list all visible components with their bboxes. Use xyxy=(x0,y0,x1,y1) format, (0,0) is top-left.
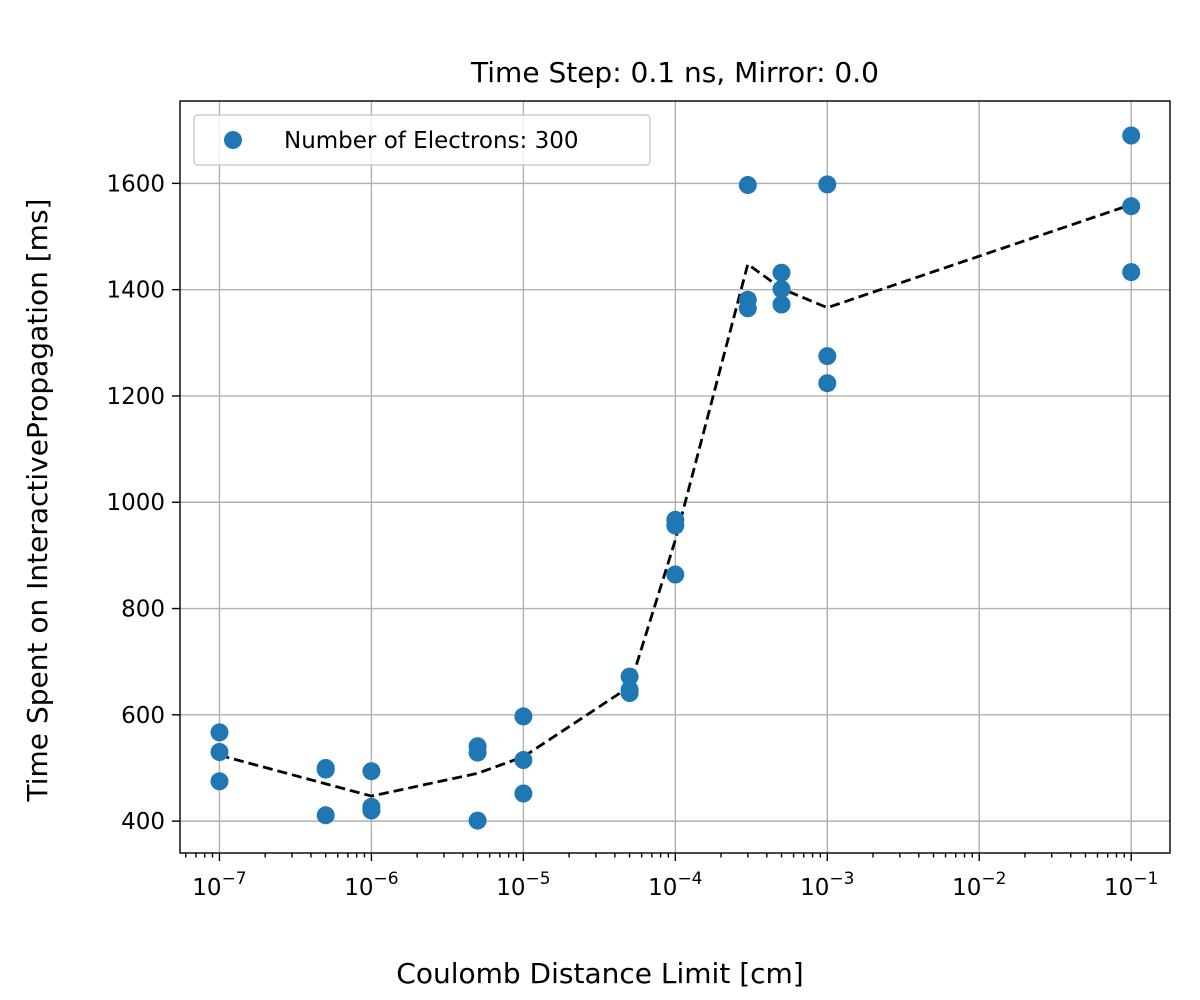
x-tick-label: 10−5 xyxy=(496,869,550,901)
data-point xyxy=(738,299,757,318)
y-tick-label: 800 xyxy=(121,597,165,623)
legend-marker xyxy=(224,131,242,149)
y-tick-label: 1400 xyxy=(106,278,165,304)
grid-lines xyxy=(180,101,1170,853)
y-tick-label: 1600 xyxy=(106,171,165,197)
x-tick-label: 10−2 xyxy=(952,869,1006,901)
y-tick-label: 1000 xyxy=(106,490,165,516)
y-axis-label: Time Spent on InteractivePropagation [ms… xyxy=(21,199,54,803)
legend: Number of Electrons: 300 xyxy=(193,114,651,166)
data-point xyxy=(818,374,837,393)
legend-box xyxy=(193,114,651,166)
y-tick-label: 600 xyxy=(121,703,165,729)
data-point xyxy=(316,806,335,825)
data-point xyxy=(316,760,335,779)
data-point xyxy=(772,263,791,282)
x-tick-label: 10−1 xyxy=(1104,869,1158,901)
x-tick-label: 10−4 xyxy=(648,869,702,901)
x-axis-label: Coulomb Distance Limit [cm] xyxy=(396,957,803,990)
data-point xyxy=(620,684,639,702)
legend-label: Number of Electrons: 300 xyxy=(284,128,578,154)
x-tick-label: 10−6 xyxy=(344,869,398,901)
data-point xyxy=(1122,197,1141,216)
data-point xyxy=(818,347,837,366)
data-point xyxy=(210,723,229,742)
data-point xyxy=(620,667,639,686)
mean-line-layer xyxy=(219,203,1132,798)
data-point xyxy=(738,176,757,194)
axis-ticks: 10−7 10−6 10−5 10−4 10−3 10−2 10−1 400 600 800 100… xyxy=(106,171,1158,901)
data-point xyxy=(514,751,533,769)
data-point xyxy=(818,175,837,194)
chart-title: Time Step: 0.1 ns, Mirror: 0.0 xyxy=(470,56,879,89)
x-tick-label: 10−7 xyxy=(192,869,246,901)
data-point xyxy=(772,280,791,299)
scatter-points xyxy=(210,126,1141,830)
data-point xyxy=(666,516,685,535)
data-point xyxy=(666,565,685,584)
data-point xyxy=(1122,126,1141,145)
data-point xyxy=(1122,263,1141,282)
data-point xyxy=(468,743,487,762)
x-tick-label: 10−3 xyxy=(800,869,854,901)
data-point xyxy=(362,762,381,781)
mean-dashed-line xyxy=(219,203,1132,798)
data-point xyxy=(210,743,229,761)
y-tick-label: 1200 xyxy=(106,384,165,410)
data-point xyxy=(514,784,533,803)
data-point xyxy=(210,772,229,791)
y-tick-label: 400 xyxy=(121,809,165,835)
data-point xyxy=(772,295,791,314)
data-point xyxy=(514,707,533,726)
data-point xyxy=(362,801,381,820)
data-point xyxy=(468,811,487,830)
